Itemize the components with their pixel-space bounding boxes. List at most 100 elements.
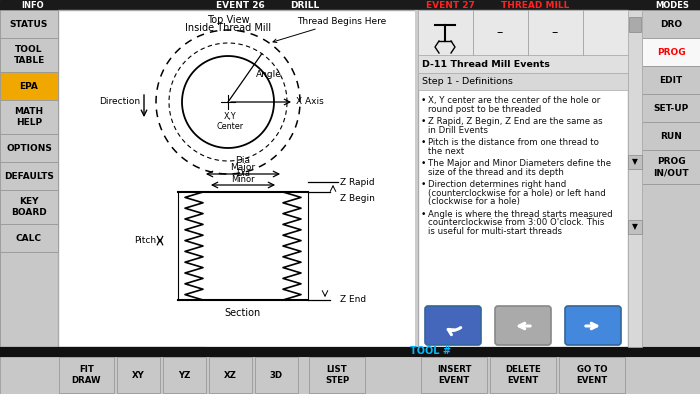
Text: EVENT 26: EVENT 26 (216, 0, 265, 9)
Text: Pitch: Pitch (134, 236, 156, 245)
FancyBboxPatch shape (628, 155, 642, 169)
Text: Dia: Dia (236, 169, 250, 178)
Text: The Major and Minor Diameters define the: The Major and Minor Diameters define the (428, 159, 611, 168)
FancyBboxPatch shape (418, 10, 628, 347)
FancyBboxPatch shape (490, 357, 556, 393)
FancyBboxPatch shape (0, 10, 58, 38)
FancyBboxPatch shape (421, 357, 487, 393)
FancyBboxPatch shape (0, 0, 700, 10)
Text: PROG
IN/OUT: PROG IN/OUT (653, 157, 689, 177)
Text: counterclockwise from 3:00 O'clock. This: counterclockwise from 3:00 O'clock. This (428, 218, 604, 227)
Text: •: • (421, 210, 426, 219)
FancyBboxPatch shape (418, 55, 628, 73)
FancyBboxPatch shape (0, 190, 58, 224)
Text: X, Y center are the center of the hole or: X, Y center are the center of the hole o… (428, 96, 601, 105)
Text: DRILL: DRILL (290, 0, 320, 9)
Text: EPA: EPA (20, 82, 38, 91)
Text: is useful for multi-start threads: is useful for multi-start threads (428, 227, 562, 236)
Text: STATUS: STATUS (10, 19, 48, 28)
FancyBboxPatch shape (0, 134, 58, 162)
Text: •: • (421, 159, 426, 168)
Text: EDIT: EDIT (659, 76, 682, 84)
Text: YZ: YZ (178, 370, 190, 379)
Text: RUN: RUN (660, 132, 682, 141)
Text: –: – (497, 26, 503, 39)
FancyBboxPatch shape (418, 10, 628, 55)
FancyBboxPatch shape (0, 347, 205, 356)
FancyBboxPatch shape (0, 100, 58, 134)
Text: Direction: Direction (99, 97, 140, 106)
FancyBboxPatch shape (0, 72, 58, 100)
Text: MODES: MODES (655, 0, 689, 9)
FancyBboxPatch shape (628, 220, 642, 234)
Text: EVENT 27: EVENT 27 (426, 0, 475, 9)
Text: MATH
HELP: MATH HELP (15, 107, 43, 127)
FancyBboxPatch shape (642, 94, 700, 122)
FancyBboxPatch shape (559, 357, 625, 393)
FancyBboxPatch shape (0, 224, 58, 252)
Text: X,Y
Center: X,Y Center (216, 112, 244, 132)
Text: –: – (552, 26, 558, 39)
FancyBboxPatch shape (415, 10, 418, 347)
Text: Angle: Angle (256, 69, 282, 78)
FancyBboxPatch shape (418, 73, 628, 90)
Text: FIT
DRAW: FIT DRAW (71, 365, 101, 385)
Text: XZ: XZ (224, 370, 237, 379)
Text: Top View: Top View (206, 15, 249, 25)
Text: Step 1 - Definitions: Step 1 - Definitions (422, 77, 513, 86)
Text: •: • (421, 96, 426, 105)
Text: Angle is where the thread starts measured: Angle is where the thread starts measure… (428, 210, 612, 219)
Text: THREAD MILL: THREAD MILL (500, 0, 569, 9)
Text: Section: Section (225, 308, 261, 318)
Text: Z Begin: Z Begin (340, 194, 375, 203)
Text: Inside Thread Mill: Inside Thread Mill (185, 23, 271, 33)
FancyBboxPatch shape (642, 122, 700, 150)
FancyBboxPatch shape (0, 162, 58, 190)
FancyBboxPatch shape (0, 252, 58, 347)
FancyBboxPatch shape (0, 38, 58, 72)
Text: DEFAULTS: DEFAULTS (4, 171, 54, 180)
FancyBboxPatch shape (209, 357, 252, 393)
FancyBboxPatch shape (163, 357, 206, 393)
Text: round post to be threaded: round post to be threaded (428, 104, 541, 113)
Text: OPTIONS: OPTIONS (6, 143, 52, 152)
Text: SET-UP: SET-UP (653, 104, 689, 113)
FancyBboxPatch shape (642, 10, 700, 38)
Text: the next: the next (428, 147, 464, 156)
Text: Z Rapid: Z Rapid (340, 178, 374, 186)
FancyBboxPatch shape (0, 347, 700, 356)
FancyBboxPatch shape (642, 66, 700, 94)
Text: DELETE
EVENT: DELETE EVENT (505, 365, 541, 385)
FancyBboxPatch shape (629, 17, 641, 32)
FancyBboxPatch shape (0, 347, 700, 394)
Text: Major: Major (230, 163, 256, 172)
Text: in Drill Events: in Drill Events (428, 126, 488, 134)
Text: •: • (421, 117, 426, 126)
Text: X Axis: X Axis (296, 97, 323, 106)
FancyBboxPatch shape (117, 357, 160, 393)
FancyBboxPatch shape (642, 38, 700, 66)
FancyBboxPatch shape (628, 10, 642, 347)
Text: LIST
STEP: LIST STEP (325, 365, 349, 385)
Text: ▼: ▼ (632, 158, 638, 167)
FancyBboxPatch shape (59, 357, 114, 393)
Text: Direction determines right hand: Direction determines right hand (428, 180, 566, 189)
FancyBboxPatch shape (255, 357, 298, 393)
FancyBboxPatch shape (642, 184, 700, 347)
Text: GO TO
EVENT: GO TO EVENT (576, 365, 608, 385)
Text: KEY
BOARD: KEY BOARD (11, 197, 47, 217)
Text: Dia: Dia (235, 156, 251, 165)
Text: PROG: PROG (657, 48, 685, 56)
Text: Z End: Z End (340, 296, 366, 305)
Text: Z Rapid, Z Begin, Z End are the same as: Z Rapid, Z Begin, Z End are the same as (428, 117, 603, 126)
Text: CALC: CALC (16, 234, 42, 242)
Text: INFO: INFO (22, 0, 44, 9)
FancyBboxPatch shape (495, 306, 551, 345)
Text: Thread Begins Here: Thread Begins Here (273, 17, 386, 43)
Text: size of the thread and its depth: size of the thread and its depth (428, 167, 564, 177)
FancyBboxPatch shape (565, 306, 621, 345)
FancyBboxPatch shape (309, 357, 365, 393)
Text: TOOL #: TOOL # (410, 346, 451, 357)
Text: •: • (421, 138, 426, 147)
Text: (counterclockwise for a hole) or left hand: (counterclockwise for a hole) or left ha… (428, 188, 606, 197)
